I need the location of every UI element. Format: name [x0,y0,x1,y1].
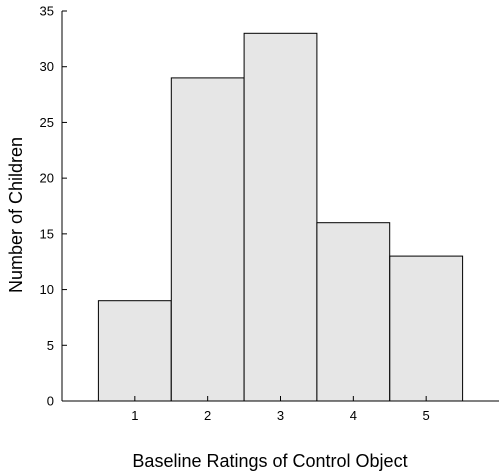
y-tick-label: 15 [40,226,54,241]
y-tick-label: 20 [40,171,54,186]
bar-1 [97,300,172,402]
y-tick-label: 35 [40,4,54,19]
bar-5 [389,255,464,402]
x-tick-label: 1 [131,408,138,423]
x-tick-label: 5 [423,408,430,423]
x-tick-label: 4 [350,408,357,423]
y-tick-label: 5 [47,338,54,353]
y-tick-label: 30 [40,59,54,74]
bar-4 [316,222,391,402]
bar-2 [170,77,245,402]
y-axis-ticks: 0 5 10 15 20 25 30 35 [40,4,67,409]
y-tick-label: 0 [47,394,54,409]
y-tick-label: 25 [40,115,54,130]
bars-group [97,32,464,402]
x-axis-ticks: 1 2 3 4 5 [131,396,430,423]
y-axis-title: Number of Children [6,137,26,293]
y-tick-label: 10 [40,282,54,297]
bar-3 [243,32,318,402]
x-tick-label: 3 [277,408,284,423]
x-tick-label: 2 [204,408,211,423]
x-axis-title: Baseline Ratings of Control Object [132,451,407,471]
